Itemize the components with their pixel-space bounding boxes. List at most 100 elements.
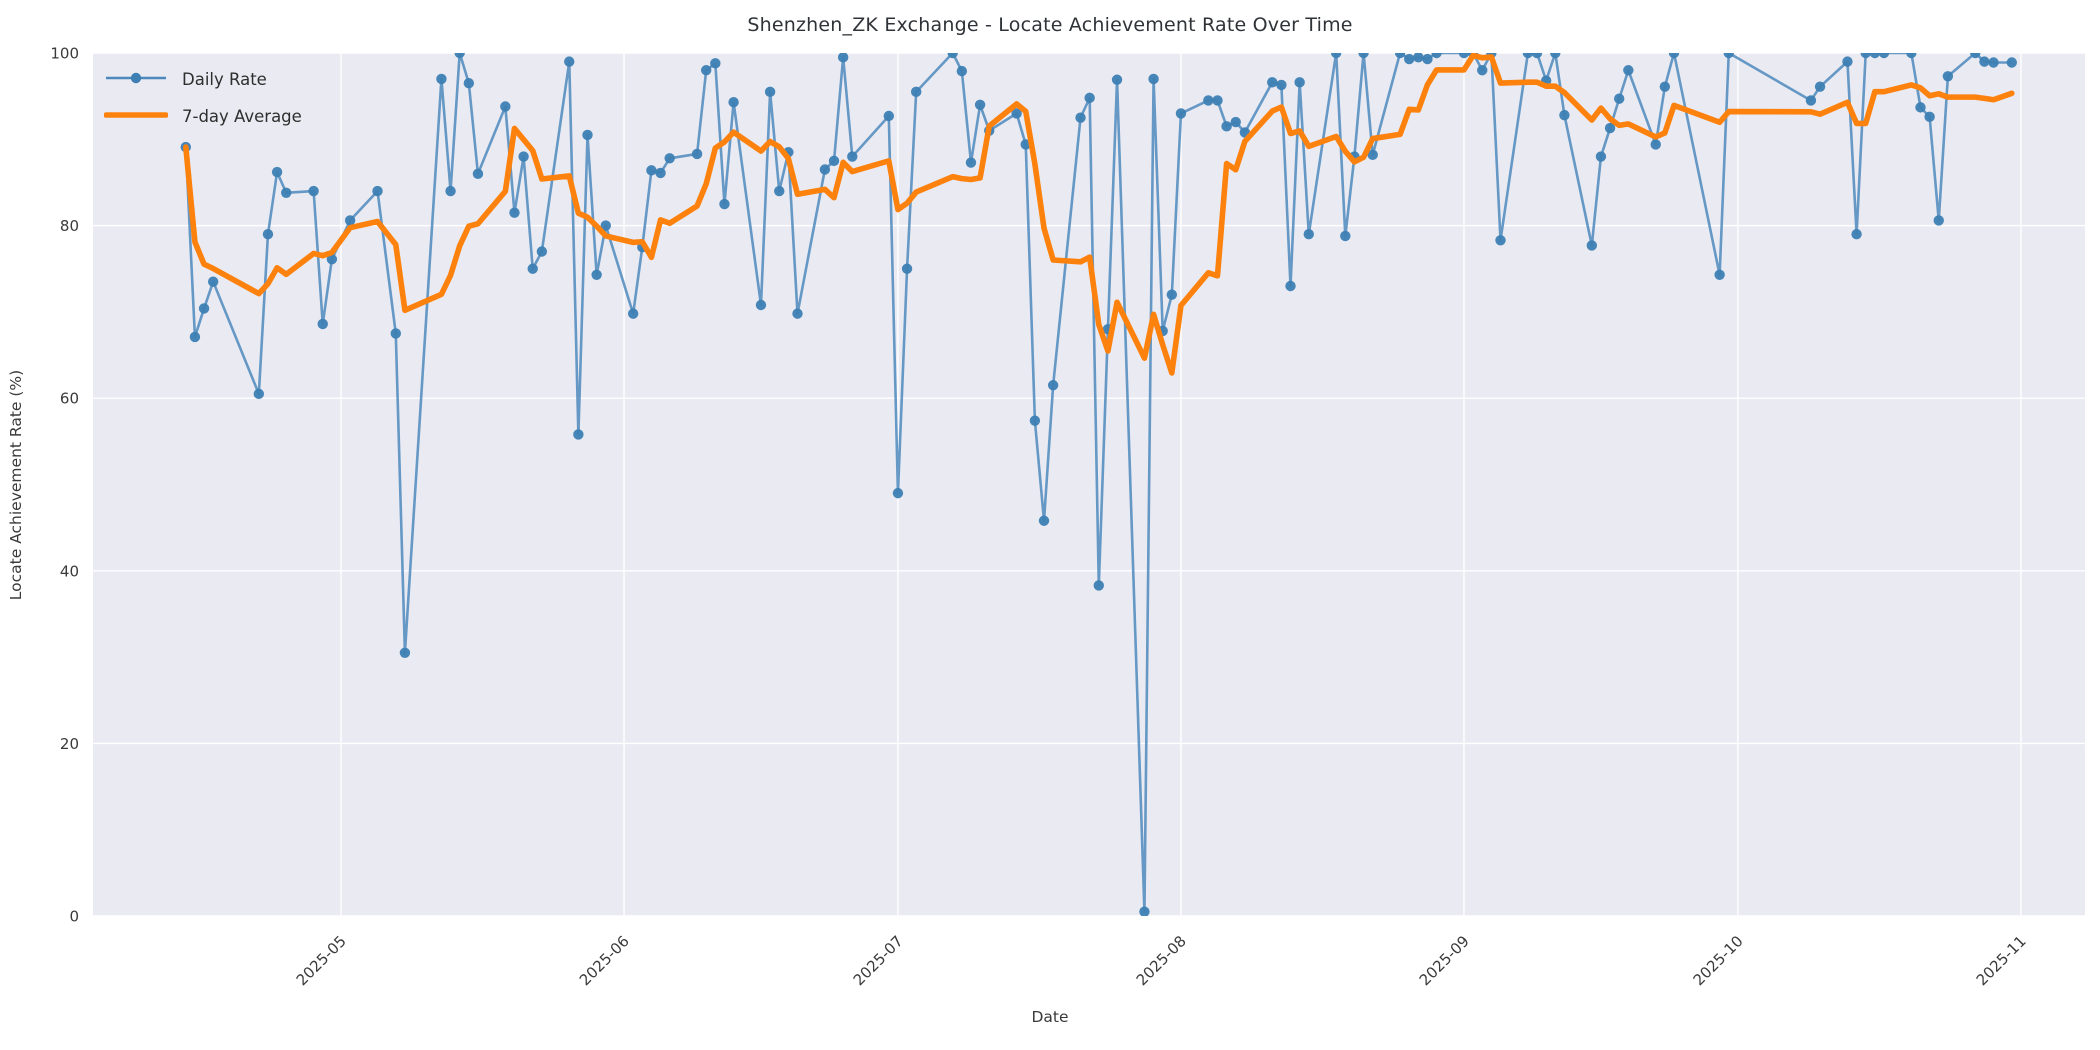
y-tick-label: 20 [60,735,79,753]
daily-rate-marker [463,78,475,89]
daily-rate-marker [1477,65,1488,76]
daily-rate-marker [1522,53,1534,59]
legend-item-daily-rate: Daily Rate [104,64,302,94]
daily-rate-marker [1175,108,1187,119]
daily-rate-marker [1431,53,1442,59]
daily-rate-marker [1340,230,1351,242]
daily-rate-marker [271,166,283,178]
daily-rate-marker [1604,122,1616,134]
daily-rate-marker [691,148,703,160]
daily-rate-marker [207,276,219,287]
daily-rate-marker [1559,109,1570,121]
daily-rate-marker [1714,269,1725,280]
daily-rate-line-marker-icon [104,70,168,89]
daily-rate-marker [664,153,675,164]
daily-rate-marker [1038,515,1050,526]
daily-rate-marker [189,331,201,343]
daily-rate-marker [892,487,904,499]
daily-rate-marker [701,65,712,76]
daily-rate-marker [1668,53,1680,59]
daily-rate-marker [472,168,484,180]
daily-rate-marker [1203,95,1214,106]
daily-rate-marker [1212,95,1223,106]
daily-rate-marker [1650,139,1661,150]
series-group [180,53,2017,916]
daily-rate-marker [1029,415,1041,426]
y-axis-label: Locate Achievement Rate (%) [7,369,25,601]
daily-rate-marker [819,164,831,175]
plot-area [93,53,2085,916]
daily-rate-marker [910,86,922,98]
daily-rate-marker [308,185,319,197]
daily-rate-marker [828,155,840,167]
daily-rate-marker [326,254,338,265]
daily-rate-marker [1842,56,1853,67]
daily-rate-marker [1495,235,1506,246]
daily-rate-marker [1586,240,1598,251]
daily-rate-marker [1047,380,1059,391]
daily-rate-marker [1659,81,1671,92]
daily-rate-marker [719,198,730,210]
daily-rate-marker [1614,93,1625,104]
daily-rate-marker [198,303,210,314]
daily-rate-marker [837,53,849,63]
daily-rate-marker [655,167,666,179]
daily-rate-marker [1303,229,1314,240]
daily-rate-marker [1267,77,1278,88]
daily-rate-marker [1330,53,1342,59]
x-tick-label: 2025-09 [1416,932,1473,989]
x-tick-label: 2025-07 [850,932,907,989]
daily-rate-marker [1093,580,1104,591]
daily-rate-marker [445,185,456,197]
y-tick-label: 80 [60,217,79,235]
daily-rate-marker [281,187,292,199]
daily-rate-marker [1011,108,1022,119]
y-tick-label: 0 [69,908,79,926]
legend-label-7day-average: 7-day Average [182,106,302,126]
x-tick-label: 2025-10 [1690,932,1747,989]
daily-rate-marker [1139,906,1150,916]
x-tick-label: 2025-11 [1973,932,2030,989]
daily-rate-marker [582,129,593,141]
legend-item-7day-average: 7-day Average [103,101,302,131]
daily-rate-marker [600,220,611,231]
daily-rate-marker [901,263,913,274]
daily-rate-marker [1294,77,1305,88]
daily-rate-marker [1075,112,1086,123]
daily-rate-marker [390,328,401,339]
daily-rate-marker [1404,53,1415,65]
daily-rate-marker [1413,53,1424,63]
daily-rate-marker [947,53,958,59]
daily-rate-marker [454,53,465,59]
daily-rate-marker [1924,111,1935,123]
daily-rate-marker [883,110,894,122]
daily-rate-marker [436,73,447,85]
daily-rate-marker [1970,53,1981,59]
daily-rate-marker [1933,215,1944,226]
daily-rate-marker [1276,79,1287,91]
daily-rate-marker [1860,53,1871,59]
daily-rate-marker [1869,53,1881,59]
legend-label-daily-rate: Daily Rate [182,69,267,89]
daily-rate-marker [646,165,657,176]
daily-rate-marker [591,269,602,280]
daily-rate-marker [627,308,639,319]
daily-rate-marker [1851,229,1862,240]
daily-rate-marker [1942,71,1954,82]
y-tick-label: 40 [60,562,79,580]
x-tick-label: 2025-08 [1133,932,1190,989]
gridlines [93,52,2085,917]
daily-rate-marker [262,229,274,240]
x-tick-label: 2025-06 [576,932,633,989]
daily-rate-marker [1148,73,1159,85]
daily-rate-marker [317,318,328,330]
daily-rate-marker [755,299,767,311]
daily-rate-marker [1422,53,1433,65]
daily-rate-marker [1358,53,1369,59]
daily-rate-marker [1550,53,1561,59]
daily-rate-marker [1979,56,1990,67]
daily-rate-marker [847,151,858,162]
daily-rate-marker [965,157,977,168]
